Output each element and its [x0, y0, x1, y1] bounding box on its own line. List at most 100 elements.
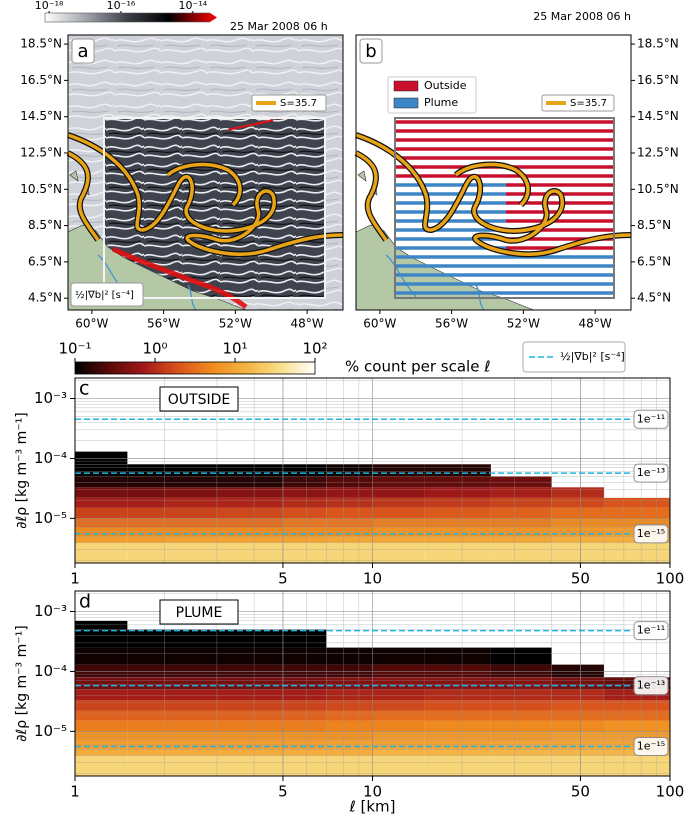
legend-label: Plume	[424, 96, 458, 109]
panel-label: b	[365, 41, 376, 62]
heatmap-cell	[127, 677, 165, 690]
y-tick-label: 10.5°N	[637, 182, 679, 196]
x-tick-label: 10	[363, 570, 382, 588]
colorbar	[44, 12, 211, 23]
heatmap-cell	[326, 536, 373, 543]
heatmap-cell	[282, 487, 327, 498]
heatmap-cell	[75, 720, 128, 732]
heatmap-cell	[424, 664, 491, 678]
x-tick-label: 52°W	[219, 317, 252, 331]
colorbar-tick-label: 10⁻¹⁸	[35, 0, 64, 12]
heatmap-cell	[216, 740, 283, 750]
salinity-contour	[66, 132, 344, 258]
heatmap-cell	[424, 689, 491, 701]
y-tick-label: 4.5°N	[637, 291, 671, 305]
heatmap-cell	[282, 647, 327, 665]
heatmap-cell	[282, 542, 327, 563]
heatmap-cell	[127, 749, 165, 756]
heatmap-cell	[326, 518, 373, 528]
heatmap-cell	[326, 527, 373, 537]
colorbar-tick-label: 10⁻¹⁶	[107, 0, 136, 12]
heatmap-cell	[490, 647, 552, 665]
y-tick-label: 6.5°N	[28, 254, 62, 268]
heatmap-cell	[490, 720, 552, 732]
heatmap-cell	[164, 731, 217, 741]
heatmap-cell	[282, 755, 327, 776]
heatmap-cell	[75, 700, 128, 711]
heatmap-cell	[75, 731, 128, 741]
heatmap-cell	[164, 689, 217, 701]
heatmap-cell	[551, 700, 604, 711]
y-tick-label: 8.5°N	[28, 218, 62, 232]
front-filament	[227, 119, 274, 131]
heatmap-cell	[424, 518, 491, 528]
heatmap-cell	[75, 464, 128, 477]
timestamp: 25 Mar 2008 06 h	[230, 20, 328, 33]
heatmap-cell	[551, 497, 604, 508]
axes-frame	[67, 34, 344, 311]
heatmap-cell	[551, 710, 604, 721]
heatmap-cell	[326, 542, 373, 563]
y-tick-label: 10⁻⁴	[34, 449, 67, 467]
threshold-label: 1e⁻¹¹	[637, 412, 665, 425]
colorbar-tick-label: 10⁻¹⁴	[179, 0, 208, 12]
heatmap-cell	[424, 497, 491, 508]
heatmap-cell	[604, 710, 670, 721]
heatmap-cell	[216, 749, 283, 756]
y-tick-label: 6.5°N	[637, 254, 671, 268]
heatmap-cell	[216, 536, 283, 543]
y-tick-label: 4.5°N	[28, 291, 62, 305]
heatmap-cell	[604, 518, 670, 528]
heatmap-cell	[127, 710, 165, 721]
heatmap-cell	[372, 664, 425, 678]
heatmap-cell	[282, 677, 327, 690]
heatmap-cell	[282, 536, 327, 543]
heatmap-cell	[372, 677, 425, 690]
heatmap-cell	[326, 710, 373, 721]
legend-box	[522, 341, 626, 373]
heatmap-cell	[75, 647, 128, 665]
heatmap-cell	[216, 710, 283, 721]
heatmap-cell	[551, 749, 604, 756]
salinity-contour	[354, 132, 632, 258]
map-panel-b	[354, 35, 632, 311]
map-panel-a	[66, 35, 344, 311]
legend-label: Outside	[424, 79, 467, 92]
threshold-label: 1e⁻¹³	[637, 466, 665, 479]
heatmap-cell	[490, 542, 552, 563]
x-tick-label: 100	[656, 570, 685, 588]
heatmap-cell	[164, 542, 217, 563]
panel-label: c	[79, 378, 89, 400]
legend-box	[251, 94, 327, 112]
heatmap-cell	[326, 487, 373, 498]
heatmap-cell	[164, 507, 217, 519]
heatmap-cell	[216, 700, 283, 711]
heatmap-cell	[216, 731, 283, 741]
heatmap-cell	[424, 755, 491, 776]
heatmap-cell	[75, 518, 128, 528]
heatmap-cell	[372, 536, 425, 543]
heatmap-cell	[490, 710, 552, 721]
heatmap-cell	[216, 755, 283, 776]
y-tick-label: 10⁻⁵	[34, 722, 67, 740]
heatmap-cell	[216, 677, 283, 690]
heatmap-cell	[490, 749, 552, 756]
heatmap-cell	[424, 700, 491, 711]
heatmap-cell	[490, 507, 552, 519]
heatmap-cell	[164, 527, 217, 537]
heatmap-cell	[551, 740, 604, 750]
heatmap-cell	[424, 542, 491, 563]
heatmap-cell	[551, 542, 604, 563]
colorbar	[74, 361, 316, 375]
y-tick-label: 16.5°N	[637, 73, 679, 87]
heatmap-cell	[424, 710, 491, 721]
heatmap-cell	[216, 507, 283, 519]
heatmap-cell	[75, 749, 128, 756]
heatmap-cell	[164, 647, 217, 665]
heatmap-cell	[127, 647, 165, 665]
heatmap-cell	[282, 464, 327, 477]
colorbar-extend	[210, 13, 217, 22]
heatmap-cell	[164, 677, 217, 690]
heatmap-cell	[127, 507, 165, 519]
threshold-label-box	[633, 676, 669, 696]
